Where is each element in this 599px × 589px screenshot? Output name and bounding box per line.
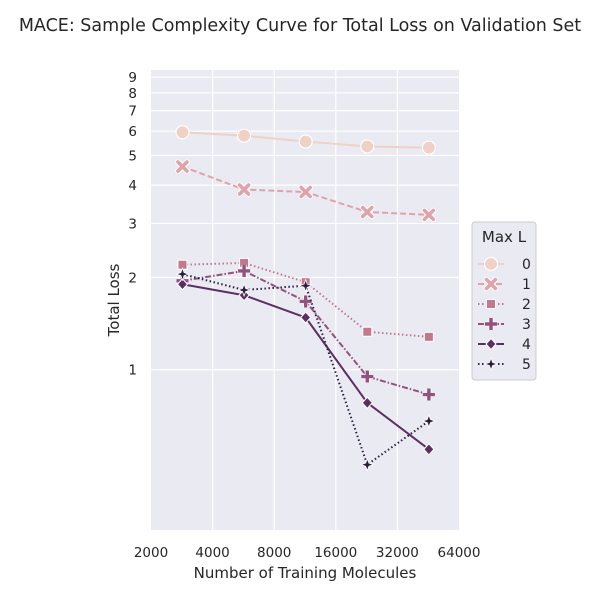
legend: Max L 0 1 2 3 4 5 [471,221,537,381]
series-4 [176,278,435,456]
data-point-3 [299,295,312,308]
y-axis-label: Total Loss [105,263,123,337]
data-point-3 [238,264,251,277]
chart-title: MACE: Sample Complexity Curve for Total … [19,16,581,36]
y-tick-label: 6 [128,124,137,140]
data-point-0 [360,139,375,154]
data-point-5 [360,457,375,472]
data-point-1 [421,207,437,223]
x-tick-label: 8000 [257,545,291,561]
grid [151,70,459,530]
data-point-5 [175,266,190,282]
y-tick-label: 8 [128,86,137,102]
y-tick-label: 9 [128,70,137,86]
legend-label: 3 [522,317,531,333]
y-tick-labels: 1 2 3 4 5 6 7 89 [128,70,137,379]
y-tick-label: 1 [128,363,137,379]
legend-label: 1 [522,277,531,293]
legend-marker [486,299,496,309]
y-tick-label: 7 [128,104,137,120]
y-tick-label: 3 [128,216,137,232]
series-3 [176,264,435,401]
x-tick-label: 64000 [438,545,481,561]
data-point-5 [236,282,252,298]
x-axis-label: Number of Training Molecules [194,564,417,582]
legend-marker [483,276,499,292]
series-group [175,125,437,472]
data-point-5 [298,278,313,293]
legend-item-5: 5 [478,356,531,373]
data-point-0 [236,128,252,143]
legend-item-3: 3 [478,317,531,333]
x-tick-label: 16000 [314,545,357,561]
data-point-0 [298,134,313,149]
series-1 [175,159,437,223]
series-0 [175,125,436,155]
series-5 [175,266,437,472]
data-point-3 [422,388,435,401]
x-tick-label: 2000 [134,545,168,561]
data-point-4 [176,278,189,291]
legend-title: Max L [482,228,527,246]
y-tick-label: 2 [128,270,137,286]
y-tick-label: 5 [128,148,137,164]
data-point-1 [360,204,375,220]
legend-marker [483,256,499,272]
data-point-4 [299,311,312,324]
legend-item-2: 2 [478,297,531,313]
legend-marker [485,337,497,351]
data-point-1 [236,182,252,197]
legend-label: 0 [522,257,531,273]
legend-label: 4 [522,337,531,353]
y-tick-label: 4 [128,178,137,194]
x-tick-label: 32000 [376,545,419,561]
data-point-0 [421,140,436,155]
legend-item-1: 1 [478,276,531,293]
data-point-0 [175,125,190,140]
series-line-2 [182,261,429,338]
x-tick-labels: 2000 4000 8000 16000 32000 64000 [134,545,481,561]
data-point-4 [423,443,435,456]
data-point-3 [361,370,374,383]
data-point-5 [421,413,437,429]
legend-label: 2 [522,297,531,313]
data-point-2 [362,326,373,337]
x-tick-label: 4000 [195,545,229,561]
legend-item-4: 4 [478,337,531,353]
data-point-4 [361,396,373,410]
legend-label: 5 [522,357,531,373]
legend-item-0: 0 [478,256,531,273]
data-point-1 [298,184,313,200]
data-point-2 [423,331,434,342]
legend-marker [485,318,497,330]
legend-marker [483,356,499,372]
data-point-1 [175,159,190,174]
